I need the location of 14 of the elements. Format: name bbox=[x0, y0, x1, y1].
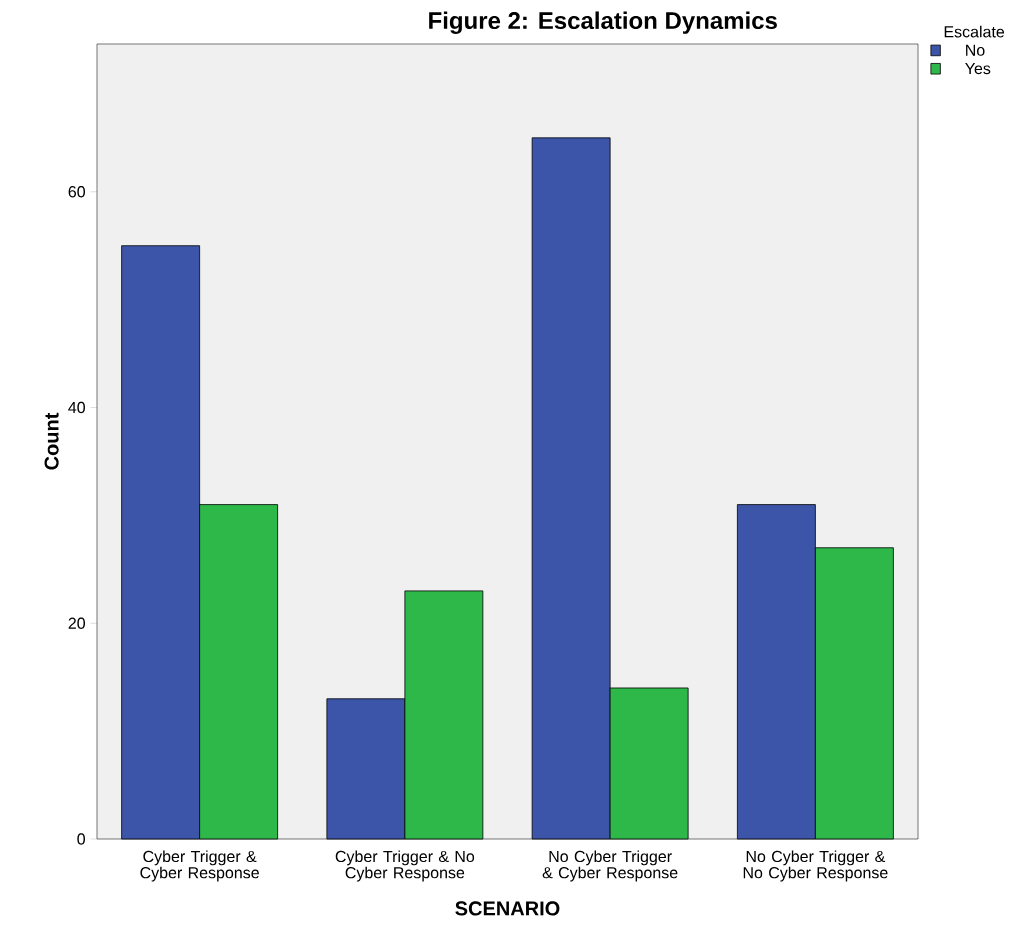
x-tick-label: Cyber Trigger & Cyber Response bbox=[140, 850, 259, 882]
y-tick-label: 0 bbox=[77, 833, 85, 845]
legend-label: Yes bbox=[965, 63, 991, 75]
x-tick-label: No Cyber Trigger & Cyber Response bbox=[542, 850, 678, 882]
x-axis-title: SCENARIO bbox=[455, 901, 560, 916]
y-tick-label: 60 bbox=[68, 186, 85, 198]
legend-label: No bbox=[966, 44, 985, 56]
x-tick-label: Cyber Trigger & No Cyber Response bbox=[335, 850, 475, 882]
y-tick-label: 40 bbox=[68, 401, 85, 414]
y-axis-title: Count bbox=[44, 412, 59, 470]
chart-title: Figure 2: Escalation Dynamics bbox=[429, 11, 777, 34]
y-tick-label: 20 bbox=[68, 617, 85, 629]
x-tick-label: No Cyber Trigger & No Cyber Response bbox=[743, 850, 888, 882]
legend-title: Escalate bbox=[944, 25, 1005, 38]
